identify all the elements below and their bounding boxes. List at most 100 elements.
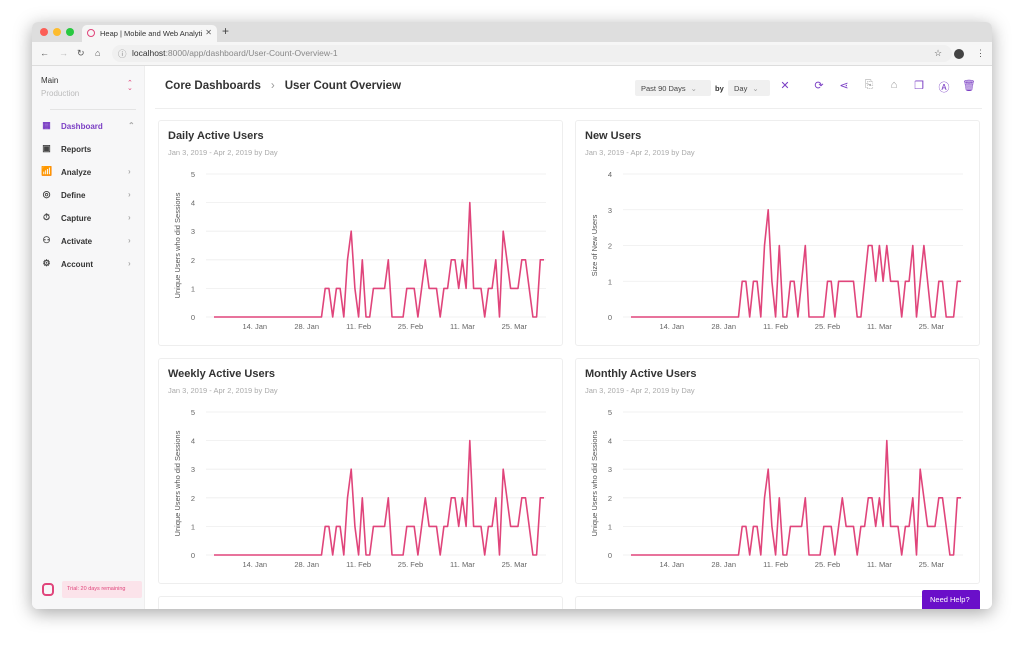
- x-tick-label: 14. Jan: [242, 322, 267, 331]
- sidebar-item-activate[interactable]: ⚇ Activate ›: [32, 231, 145, 253]
- chevron-right-icon: ›: [128, 236, 131, 245]
- close-window-button[interactable]: [40, 28, 48, 36]
- date-range-select[interactable]: Past 90 Days ⌄: [635, 80, 711, 96]
- series-line: [631, 209, 961, 318]
- chart-card-partial[interactable]: [158, 596, 563, 609]
- forward-icon[interactable]: →: [59, 48, 68, 58]
- chart-card-weekly-active-users[interactable]: Weekly Active Users Jan 3, 2019 - Apr 2, …: [158, 358, 563, 584]
- tab-title: Heap | Mobile and Web Analyti: [100, 29, 203, 38]
- home-icon[interactable]: ⌂: [95, 48, 101, 58]
- heap-favicon-icon: [87, 29, 95, 37]
- y-tick-label: 3: [191, 227, 195, 236]
- need-help-button[interactable]: Need Help?: [922, 590, 980, 609]
- series-line: [631, 439, 961, 556]
- y-tick-label: 0: [191, 313, 195, 322]
- back-icon[interactable]: ←: [40, 48, 49, 58]
- environment-selector[interactable]: Main Production: [41, 76, 79, 98]
- x-tick-label: 25. Mar: [502, 322, 528, 331]
- sidebar-item-reports[interactable]: ▣ Reports: [32, 139, 145, 161]
- chevron-right-icon: ›: [128, 167, 131, 176]
- x-tick-label: 11. Mar: [450, 560, 475, 569]
- export-icon[interactable]: ⎘: [864, 79, 874, 91]
- y-tick-label: 4: [191, 199, 195, 208]
- profile-avatar[interactable]: [954, 49, 964, 59]
- chart-card-monthly-active-users[interactable]: Monthly Active Users Jan 3, 2019 - Apr 2,…: [575, 358, 980, 584]
- refresh-icon[interactable]: ⟳: [814, 80, 824, 92]
- y-tick-label: 3: [608, 465, 612, 474]
- by-label: by: [715, 84, 724, 93]
- chart-card-daily-active-users[interactable]: Daily Active Users Jan 3, 2019 - Apr 2, 2…: [158, 120, 563, 346]
- y-tick-label: 0: [608, 551, 612, 560]
- x-tick-label: 25. Mar: [502, 560, 528, 569]
- home-dashboard-icon[interactable]: ⌂: [890, 79, 898, 91]
- x-tick-label: 11. Feb: [763, 322, 788, 331]
- x-tick-label: 25. Mar: [919, 560, 945, 569]
- rename-icon[interactable]: Ⓐ: [938, 82, 950, 94]
- y-tick-label: 1: [608, 277, 612, 286]
- breadcrumb: Core Dashboards › User Count Overview: [165, 80, 401, 92]
- url-path: :8000/app/dashboard/User-Count-Overview-…: [165, 48, 338, 58]
- bookmark-star-icon[interactable]: ☆: [934, 48, 943, 58]
- y-tick-label: 4: [191, 437, 195, 446]
- y-tick-label: 2: [608, 242, 612, 251]
- clear-filter-button[interactable]: ✕: [780, 80, 790, 92]
- sidebar-item-define[interactable]: ◎ Define ›: [32, 185, 145, 207]
- sidebar-item-label: Reports: [61, 145, 92, 154]
- sidebar-item-label: Account: [61, 260, 93, 269]
- chart-card-partial[interactable]: [575, 596, 980, 609]
- x-tick-label: 25. Feb: [398, 560, 423, 569]
- line-chart: 0 1 2 3 4 5 14. Jan 28. Jan 11. Feb 25. Feb 11. Ma…: [590, 408, 963, 569]
- card-title: Monthly Active Users: [585, 368, 697, 380]
- sidebar-item-account[interactable]: ⚙ Account ›: [32, 254, 145, 276]
- card-subtitle: Jan 3, 2019 - Apr 2, 2019 by Day: [168, 148, 278, 157]
- minimize-window-button[interactable]: [53, 28, 61, 36]
- y-axis-label: Unique Users who did Sessions: [590, 430, 599, 536]
- chevron-down-icon: ⌄: [752, 84, 759, 93]
- menu-icon[interactable]: ⋮: [976, 48, 985, 58]
- close-tab-icon[interactable]: ✕: [205, 28, 212, 37]
- tab-bar: Heap | Mobile and Web Analyti ✕ +: [32, 22, 992, 42]
- gear-icon: ⚙: [42, 258, 51, 268]
- card-title: New Users: [585, 130, 642, 142]
- url-host: localhost: [132, 48, 166, 58]
- y-tick-label: 1: [191, 284, 195, 293]
- timer-icon: ⏱: [42, 212, 51, 222]
- breadcrumb-parent[interactable]: Core Dashboards: [165, 80, 261, 92]
- line-chart: 0 1 2 3 4 5 14. Jan 28. Jan 11. Feb 25. Feb 11. Ma…: [173, 170, 546, 331]
- trash-icon[interactable]: 🗑: [962, 80, 976, 92]
- duplicate-icon[interactable]: ❐: [914, 80, 924, 92]
- address-bar: ← → ↻ ⌂ ⓘ localhost:8000/app/dashboard/Us…: [32, 42, 992, 66]
- reload-icon[interactable]: ↻: [77, 48, 85, 58]
- y-tick-label: 5: [608, 408, 612, 417]
- y-tick-label: 4: [608, 170, 612, 179]
- interval-select[interactable]: Day ⌄: [728, 80, 770, 96]
- chevron-down-icon: ⌄: [690, 84, 697, 93]
- chevron-right-icon: ›: [128, 213, 131, 222]
- page-title: User Count Overview: [284, 80, 402, 92]
- x-tick-label: 14. Jan: [659, 322, 684, 331]
- chevron-right-icon: ›: [128, 259, 131, 268]
- sidebar-item-label: Dashboard: [61, 122, 103, 131]
- chevron-right-icon: ›: [128, 190, 131, 199]
- sidebar-item-label: Activate: [61, 237, 93, 246]
- sidebar-item-analyze[interactable]: 📶 Analyze ›: [32, 162, 145, 184]
- header-divider: [155, 108, 982, 109]
- line-chart: 0 1 2 3 4 5 14. Jan 28. Jan 11. Feb 25. Feb 11. Ma…: [173, 408, 546, 569]
- url-input[interactable]: ⓘ localhost:8000/app/dashboard/User-Count…: [112, 45, 952, 62]
- sidebar: Main Production ⌃ ⌄ ▦ Dashboard ⌃ ▣ Reports 📶…: [32, 66, 145, 609]
- env-name: Main: [41, 76, 59, 85]
- maximize-window-button[interactable]: [66, 28, 74, 36]
- chart-card-new-users[interactable]: New Users Jan 3, 2019 - Apr 2, 2019 by Da…: [575, 120, 980, 346]
- sidebar-divider: [50, 109, 136, 110]
- trial-badge[interactable]: Trial: 20 days remaining: [62, 581, 142, 598]
- share-icon[interactable]: ⋖: [839, 80, 849, 92]
- y-tick-label: 3: [608, 206, 612, 215]
- new-tab-button[interactable]: +: [222, 24, 230, 38]
- y-tick-label: 1: [191, 522, 195, 531]
- sidebar-item-capture[interactable]: ⏱ Capture ›: [32, 208, 145, 230]
- sidebar-item-dashboard[interactable]: ▦ Dashboard ⌃: [32, 116, 145, 138]
- chart-icon: 📶: [41, 166, 53, 176]
- updown-chevron-icon[interactable]: ⌃ ⌄: [127, 80, 133, 92]
- browser-tab[interactable]: Heap | Mobile and Web Analyti ✕: [82, 25, 217, 42]
- x-tick-label: 14. Jan: [242, 560, 267, 569]
